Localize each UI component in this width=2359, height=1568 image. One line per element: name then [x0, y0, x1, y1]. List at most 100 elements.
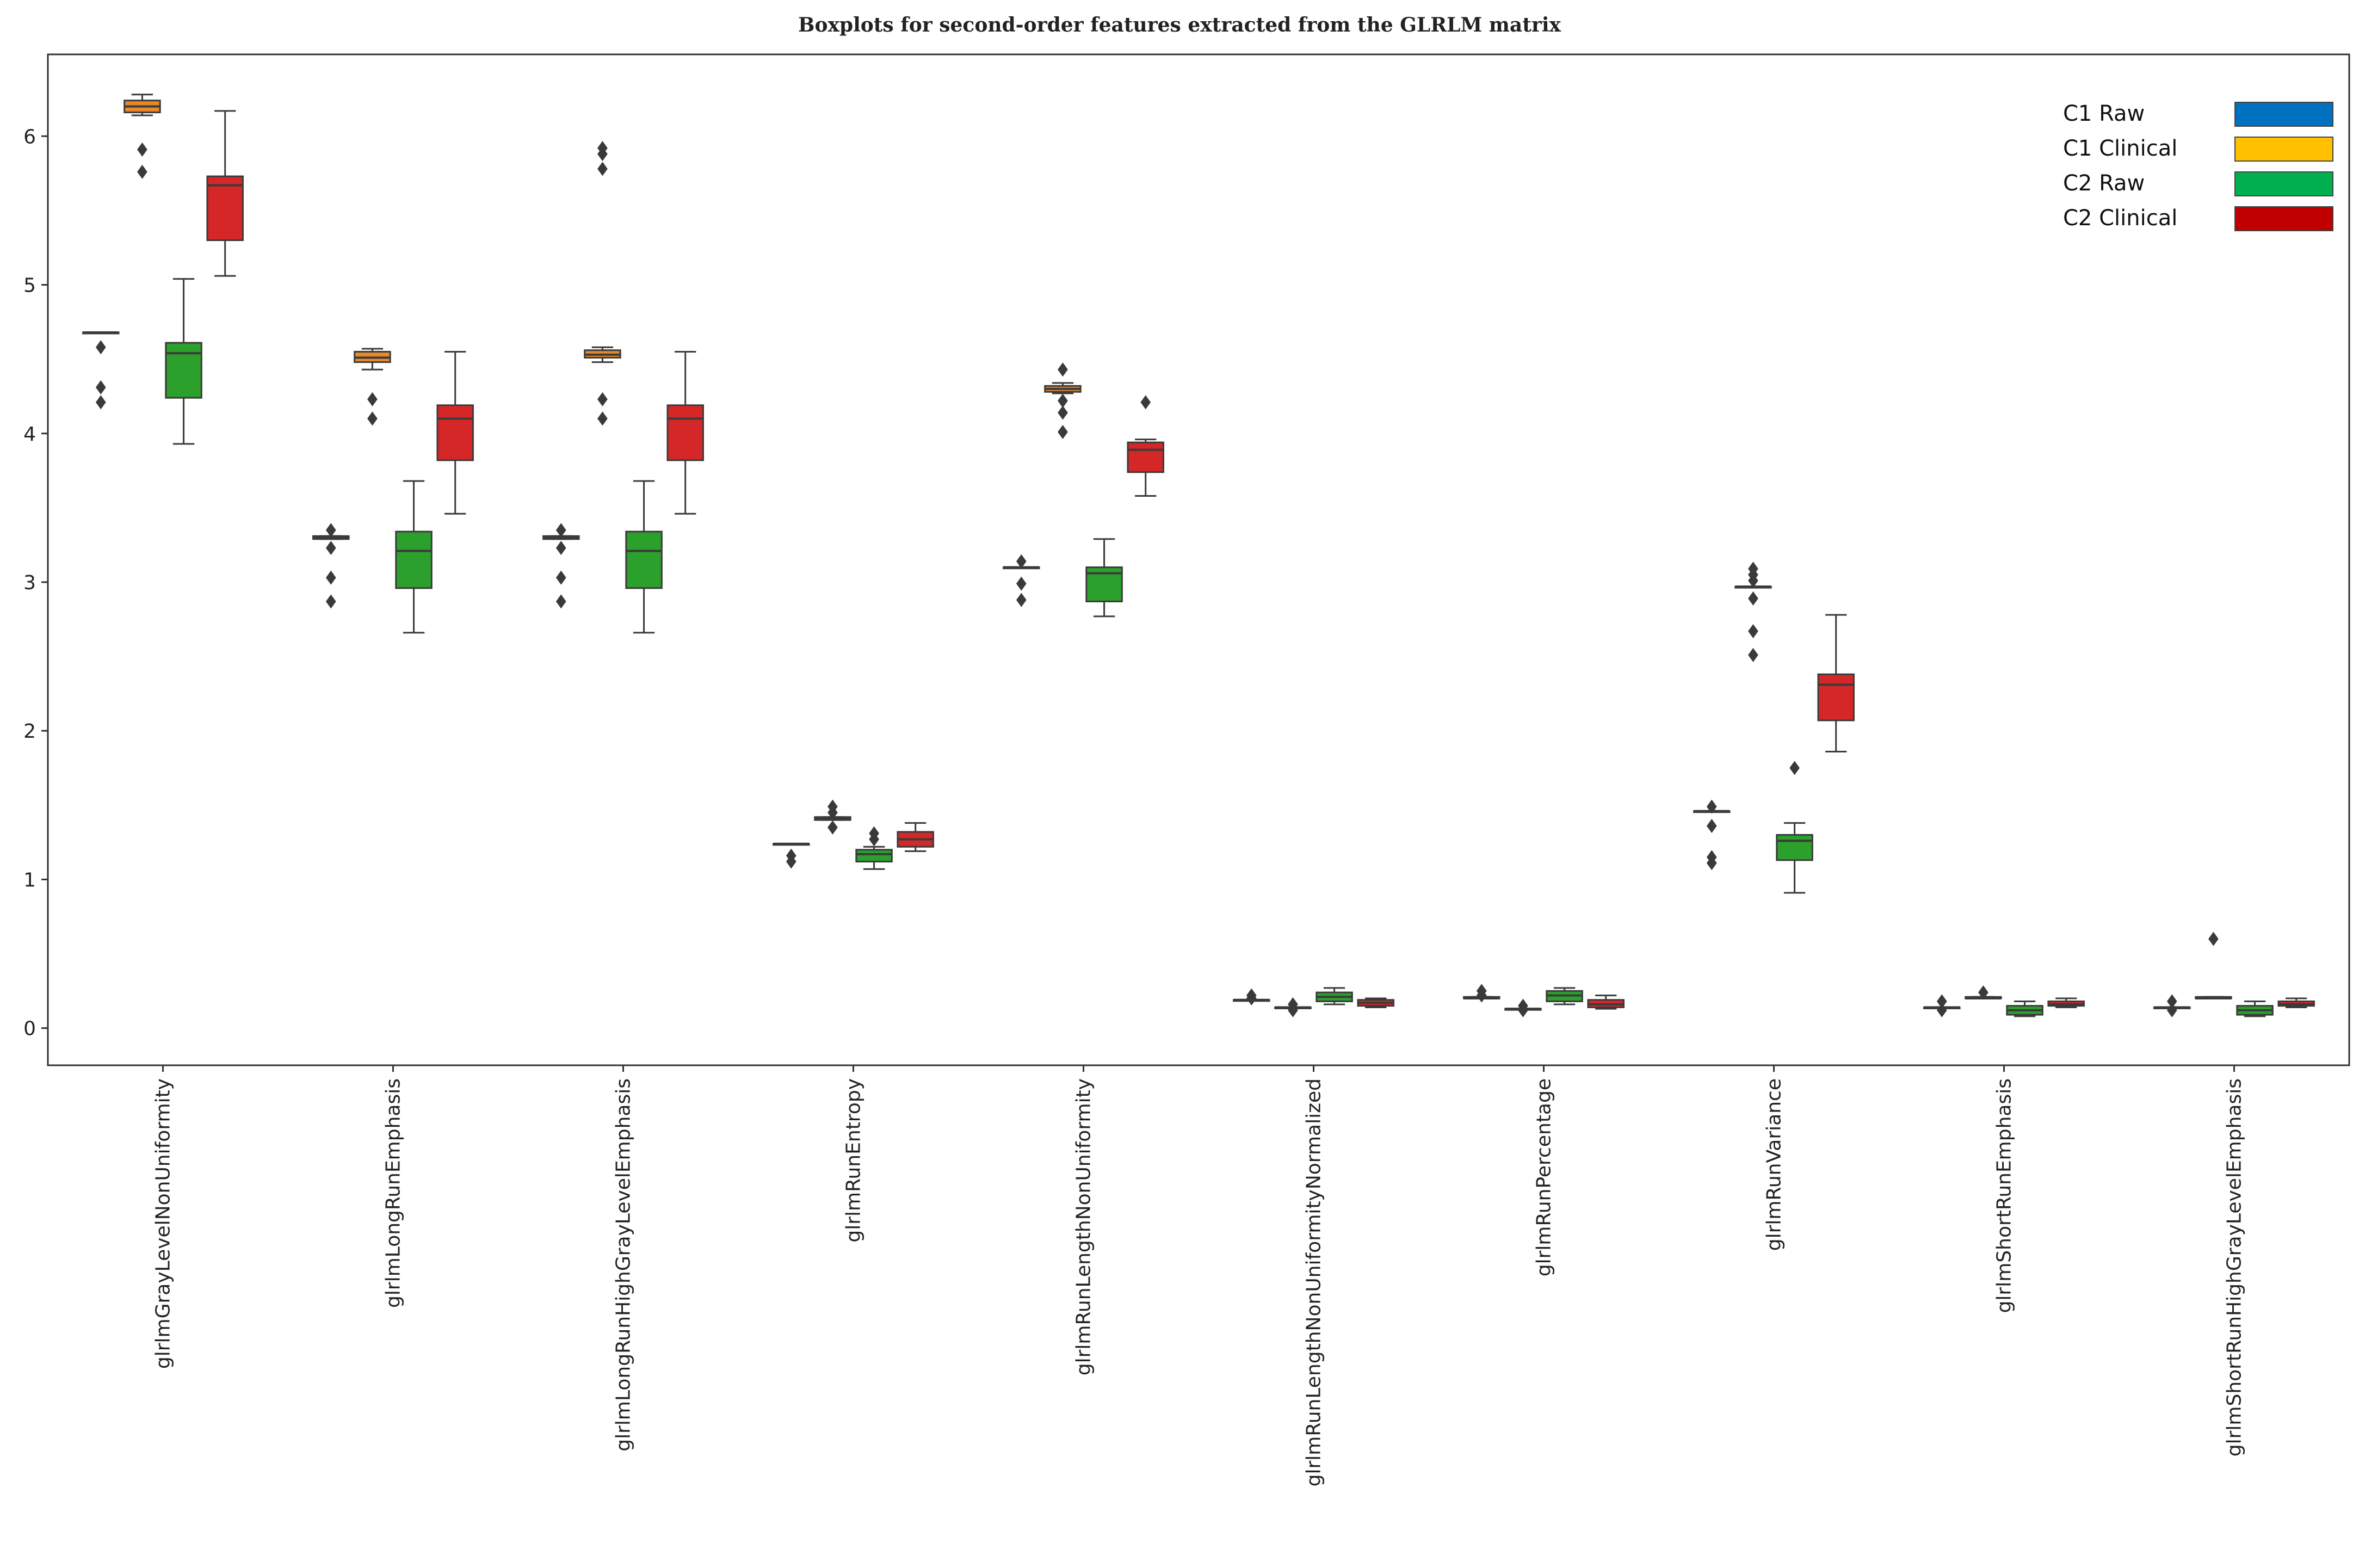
box-c1-clinical — [1044, 362, 1082, 440]
flier-point — [597, 147, 608, 162]
box-c2-raw — [395, 480, 433, 634]
box-c1-clinical — [584, 141, 621, 426]
plot-frame — [47, 53, 2350, 1066]
flier-point — [1058, 405, 1068, 420]
box-c1-clinical — [814, 799, 851, 835]
flier-point — [1016, 576, 1027, 591]
flier-point — [325, 594, 336, 609]
legend-label: C2 Raw — [2063, 171, 2145, 196]
flier-point — [95, 340, 106, 355]
flier-point — [1246, 991, 1257, 1006]
flier-point — [1706, 799, 1717, 814]
flier-point — [1140, 395, 1151, 410]
box-c2-clinical — [2277, 997, 2315, 1008]
flier-point — [367, 411, 378, 426]
box-c2-raw — [2236, 1001, 2274, 1017]
flier-point — [367, 392, 378, 406]
flier-point — [1016, 592, 1027, 607]
box-c1-raw — [312, 523, 350, 609]
box-c1-clinical — [1504, 998, 1542, 1017]
flier-point — [597, 392, 608, 406]
y-tick-label: 2 — [23, 720, 36, 743]
box-body — [1817, 673, 1855, 721]
flier-point — [95, 395, 106, 410]
box-body — [666, 404, 704, 461]
flier-point — [95, 380, 106, 395]
flier-point — [1706, 819, 1717, 834]
box-body — [206, 175, 244, 242]
box-c2-raw — [855, 826, 893, 870]
box-body — [1127, 441, 1164, 473]
legend-swatch — [2234, 137, 2333, 162]
flier-point — [137, 142, 147, 157]
flier-point — [1058, 425, 1068, 440]
box-body — [165, 342, 202, 399]
box-body — [855, 849, 893, 863]
y-tick-label: 6 — [23, 126, 36, 148]
legend-swatch — [2234, 206, 2333, 231]
flier-point — [786, 854, 796, 869]
y-tick-label: 5 — [23, 275, 36, 297]
y-tick-label: 4 — [23, 423, 36, 446]
flier-point — [1936, 1003, 1947, 1017]
x-tick-label: glrlmShortRunEmphasis — [1993, 1078, 2016, 1313]
flier-point — [555, 594, 566, 609]
box-c1-clinical — [1965, 985, 2002, 1000]
box-c1-clinical — [354, 348, 391, 426]
x-tick-label: glrlmRunEntropy — [843, 1078, 865, 1243]
box-c2-clinical — [2047, 997, 2085, 1008]
chart-title: Boxplots for second-order features extra… — [798, 14, 1561, 36]
box-body — [625, 530, 663, 589]
flier-point — [1706, 856, 1717, 871]
flier-point — [1789, 761, 1800, 775]
flier-point — [1288, 1003, 1298, 1017]
x-tick-label: glrlmRunLengthNonUniformityNormalized — [1303, 1078, 1325, 1486]
box-c1-raw — [542, 523, 580, 609]
flier-point — [1058, 393, 1068, 408]
x-tick-label: glrlmRunLengthNonUniformity — [1073, 1078, 1095, 1375]
legend-swatch — [2234, 171, 2333, 196]
flier-point — [1058, 362, 1068, 377]
box-c2-clinical — [897, 822, 934, 853]
box-c2-raw — [625, 480, 663, 634]
x-tick-label: glrlmGrayLevelNonUniformity — [152, 1078, 175, 1369]
flier-point — [1978, 985, 1989, 1000]
box-c2-clinical — [1817, 614, 1855, 752]
box-body — [436, 404, 474, 461]
box-c1-raw — [2153, 994, 2191, 1017]
flier-point — [597, 162, 608, 176]
box-c2-clinical — [666, 350, 704, 515]
x-tick-label: glrlmLongRunHighGrayLevelEmphasis — [613, 1078, 635, 1452]
flier-point — [325, 570, 336, 585]
flier-point — [1748, 591, 1758, 606]
legend: C1 Raw C1 Clinical C2 Raw C2 Clinical — [2063, 101, 2333, 231]
flier-point — [1518, 1003, 1528, 1017]
flier-point — [2208, 931, 2219, 946]
flier-point — [827, 805, 838, 820]
box-c2-clinical — [1127, 395, 1164, 497]
box-c1-raw — [1233, 988, 1270, 1006]
box-c1-clinical — [1274, 997, 1312, 1017]
flier-point — [1476, 988, 1487, 1003]
flier-point — [1748, 624, 1758, 639]
box-c2-raw — [165, 278, 202, 445]
box-c1-raw — [1003, 554, 1040, 607]
flier-point — [555, 523, 566, 538]
x-tick-label: glrlmLongRunEmphasis — [382, 1078, 405, 1308]
flier-point — [325, 523, 336, 538]
box-c2-raw — [1546, 987, 1583, 1005]
flier-point — [1016, 554, 1027, 569]
box-c2-raw — [1776, 761, 1813, 894]
box-c1-raw — [1463, 984, 1500, 1003]
flier-point — [325, 541, 336, 555]
x-tick-label: glrlmRunVariance — [1763, 1078, 1786, 1251]
box-c1-raw — [1923, 994, 1961, 1017]
box-c2-raw — [1085, 538, 1123, 618]
flier-point — [1936, 994, 1947, 1009]
flier-point — [869, 832, 879, 847]
flier-point — [137, 164, 147, 179]
box-c2-clinical — [436, 350, 474, 515]
box-c2-clinical — [206, 110, 244, 277]
box-body — [1776, 834, 1813, 861]
